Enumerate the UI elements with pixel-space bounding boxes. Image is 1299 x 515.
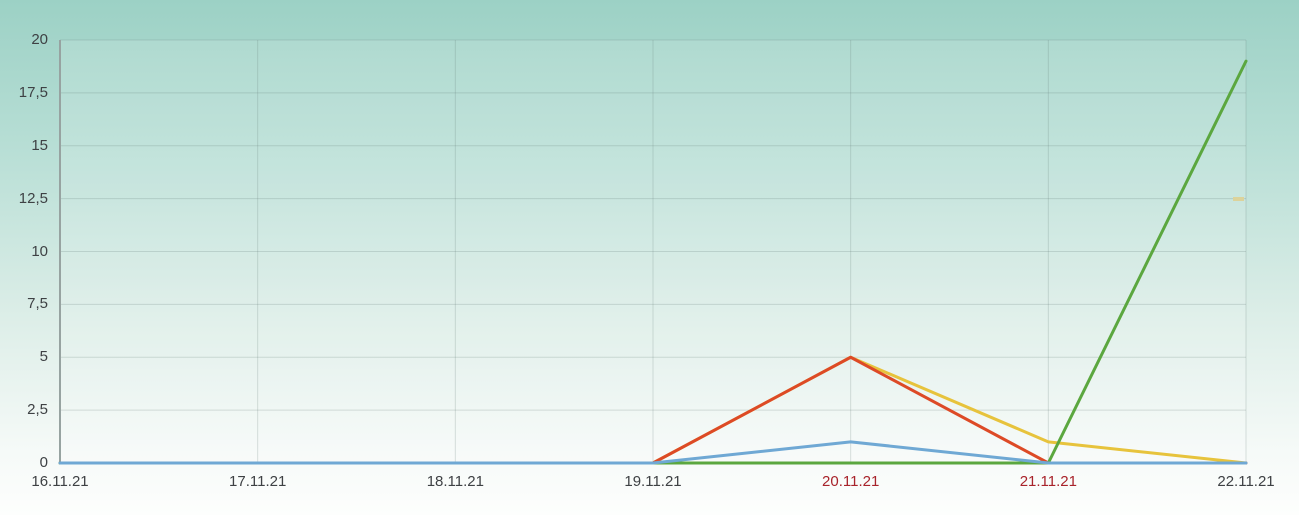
y-tick-label: 10 — [31, 242, 48, 260]
x-tick-label-weekend: 20.11.21 — [822, 473, 880, 490]
x-tick-label: 17.11.21 — [229, 473, 287, 490]
x-tick-label: 19.11.21 — [624, 473, 682, 490]
x-tick-label-weekend: 21.11.21 — [1019, 473, 1077, 490]
series-line-blue-series — [58, 440, 1248, 465]
y-tick-label: 5 — [39, 348, 48, 366]
stray-yellow-mark — [1233, 197, 1244, 201]
y-tick-label: 20 — [31, 31, 48, 48]
y-tick-label: 0 — [39, 454, 48, 471]
y-tick-label: 12,5 — [18, 189, 48, 207]
y-tick-label: 17,5 — [18, 83, 48, 101]
y-tick-label: 15 — [31, 136, 48, 154]
y-tick-label: 7,5 — [27, 295, 48, 313]
y-tick-label: 2,5 — [27, 401, 48, 419]
x-tick-label: 22.11.21 — [1217, 473, 1275, 490]
x-tick-label: 18.11.21 — [426, 473, 484, 490]
x-tick-label: 16.11.21 — [31, 473, 89, 490]
plot-area — [60, 40, 1246, 463]
